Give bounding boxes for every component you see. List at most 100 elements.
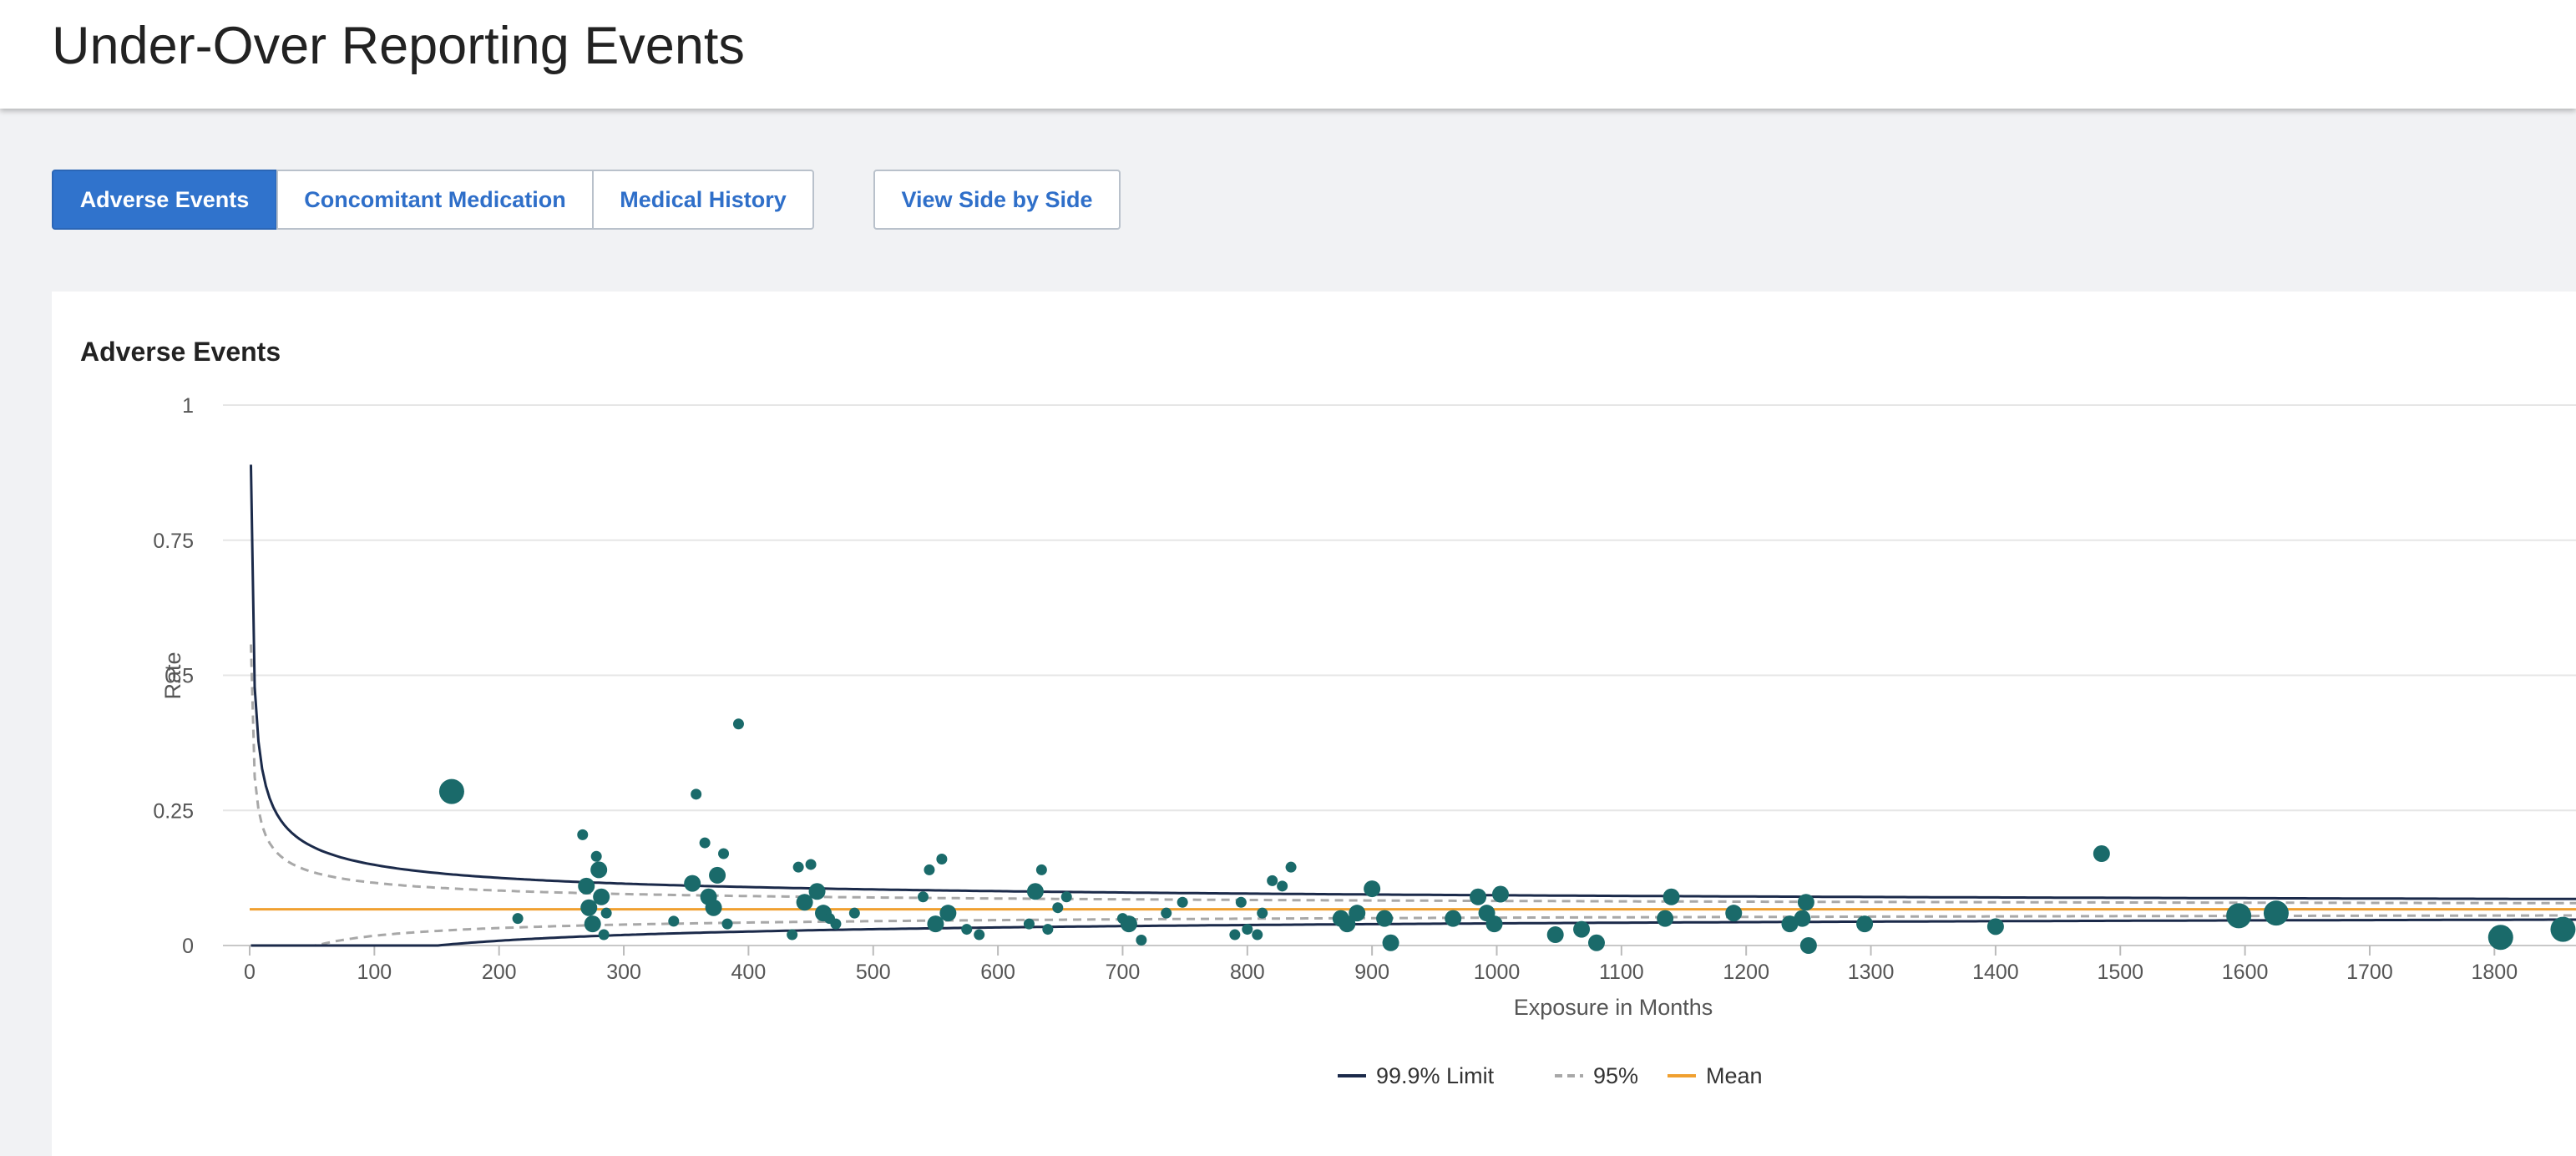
data-point[interactable] xyxy=(512,913,524,925)
data-point[interactable] xyxy=(927,915,944,933)
x-axis-label: Exposure in Months xyxy=(1514,995,1713,1020)
data-point[interactable] xyxy=(1663,888,1680,905)
data-point[interactable] xyxy=(1797,894,1814,911)
data-point[interactable] xyxy=(684,875,701,892)
data-point[interactable] xyxy=(924,864,935,875)
data-point[interactable] xyxy=(1136,935,1147,946)
tab-adverse-events[interactable]: Adverse Events xyxy=(52,170,277,230)
data-point[interactable] xyxy=(805,859,817,870)
data-point[interactable] xyxy=(792,861,804,873)
data-point[interactable] xyxy=(1229,929,1241,941)
data-point[interactable] xyxy=(1573,920,1591,938)
data-point[interactable] xyxy=(668,915,680,927)
tab-medical-history[interactable]: Medical History xyxy=(592,170,814,230)
data-point[interactable] xyxy=(691,788,702,800)
data-point[interactable] xyxy=(2263,900,2289,926)
x-tick-label: 300 xyxy=(606,961,641,984)
data-point[interactable] xyxy=(1491,885,1509,903)
y-tick-label: 0.5 xyxy=(164,665,194,688)
data-point[interactable] xyxy=(1349,905,1366,922)
data-point[interactable] xyxy=(438,778,464,804)
data-point[interactable] xyxy=(1285,861,1297,873)
x-tick-label: 900 xyxy=(1354,961,1389,984)
data-point[interactable] xyxy=(578,877,595,895)
data-point[interactable] xyxy=(1445,910,1462,927)
data-point[interactable] xyxy=(598,929,610,941)
data-point[interactable] xyxy=(1060,891,1072,903)
data-point[interactable] xyxy=(1242,924,1253,935)
x-tick-label: 1800 xyxy=(2471,961,2518,984)
data-point[interactable] xyxy=(732,718,744,730)
data-point[interactable] xyxy=(1725,905,1743,922)
data-point[interactable] xyxy=(1794,910,1811,927)
data-point[interactable] xyxy=(721,918,733,930)
data-point[interactable] xyxy=(1252,929,1263,941)
data-point[interactable] xyxy=(936,853,948,864)
data-point[interactable] xyxy=(961,924,973,935)
data-point[interactable] xyxy=(1023,918,1035,930)
x-tick-label: 1700 xyxy=(2346,961,2393,984)
data-point[interactable] xyxy=(1485,915,1503,933)
data-point[interactable] xyxy=(1781,915,1799,933)
data-point[interactable] xyxy=(584,915,601,933)
legend-item-label[interactable]: 99.9% Limit xyxy=(1376,1063,1495,1088)
data-point[interactable] xyxy=(709,866,726,884)
data-point[interactable] xyxy=(1799,937,1817,954)
data-point[interactable] xyxy=(1267,875,1278,886)
data-point[interactable] xyxy=(1161,907,1172,919)
data-point[interactable] xyxy=(2226,903,2252,929)
data-point[interactable] xyxy=(787,929,798,941)
tab-concomitant-medication[interactable]: Concomitant Medication xyxy=(276,170,594,230)
data-point[interactable] xyxy=(1277,880,1288,892)
adverse-events-chart: 0 0.25 0.5 0.75 1 0 100 200 300 400 500 600 700 800 9… xyxy=(153,394,2576,1088)
data-point[interactable] xyxy=(1856,915,1874,933)
view-side-by-side-button[interactable]: View Side by Side xyxy=(873,170,1121,230)
data-point[interactable] xyxy=(580,899,598,916)
data-point[interactable] xyxy=(917,891,929,903)
data-point[interactable] xyxy=(2093,845,2110,863)
legend-item-label[interactable]: Mean xyxy=(1706,1063,1763,1088)
limit-999-lower-line xyxy=(251,918,2576,947)
data-point[interactable] xyxy=(1026,883,1044,900)
x-tick-label: 1400 xyxy=(1972,961,2019,984)
data-point[interactable] xyxy=(1382,934,1399,951)
data-point[interactable] xyxy=(1052,902,1064,914)
x-tick-label: 400 xyxy=(731,961,767,984)
data-point[interactable] xyxy=(1177,896,1188,908)
x-tick-label: 1500 xyxy=(2097,961,2143,984)
data-point[interactable] xyxy=(1376,910,1394,927)
data-point[interactable] xyxy=(1120,915,1137,933)
data-point[interactable] xyxy=(1035,864,1047,875)
data-point[interactable] xyxy=(705,899,722,916)
data-point[interactable] xyxy=(830,918,842,930)
data-point[interactable] xyxy=(590,850,602,862)
data-point[interactable] xyxy=(1364,880,1381,898)
limit-999-upper-line xyxy=(250,464,2576,900)
data-point[interactable] xyxy=(1235,896,1247,908)
data-point[interactable] xyxy=(1257,907,1268,919)
data-point[interactable] xyxy=(2487,925,2513,951)
data-point[interactable] xyxy=(1657,910,1674,927)
y-tick-label: 0.25 xyxy=(153,799,194,823)
panel-title: Adverse Events xyxy=(80,337,281,367)
data-point[interactable] xyxy=(1546,926,1564,944)
data-point[interactable] xyxy=(796,894,813,911)
data-point[interactable] xyxy=(974,929,985,941)
data-point[interactable] xyxy=(848,907,860,919)
data-point[interactable] xyxy=(808,883,826,900)
data-point[interactable] xyxy=(1986,918,2004,935)
data-point[interactable] xyxy=(718,848,730,859)
data-point[interactable] xyxy=(1339,915,1356,933)
data-point[interactable] xyxy=(577,829,589,840)
data-point[interactable] xyxy=(699,837,711,849)
data-point[interactable] xyxy=(1042,924,1054,935)
data-point[interactable] xyxy=(593,888,610,905)
data-point[interactable] xyxy=(600,907,612,919)
data-point[interactable] xyxy=(939,905,957,922)
x-tick-label: 600 xyxy=(980,961,1015,984)
data-point[interactable] xyxy=(1470,888,1487,905)
data-point[interactable] xyxy=(1587,934,1605,951)
legend-item-label[interactable]: 95% xyxy=(1593,1063,1638,1088)
data-point[interactable] xyxy=(2550,916,2576,942)
data-point[interactable] xyxy=(590,861,608,879)
